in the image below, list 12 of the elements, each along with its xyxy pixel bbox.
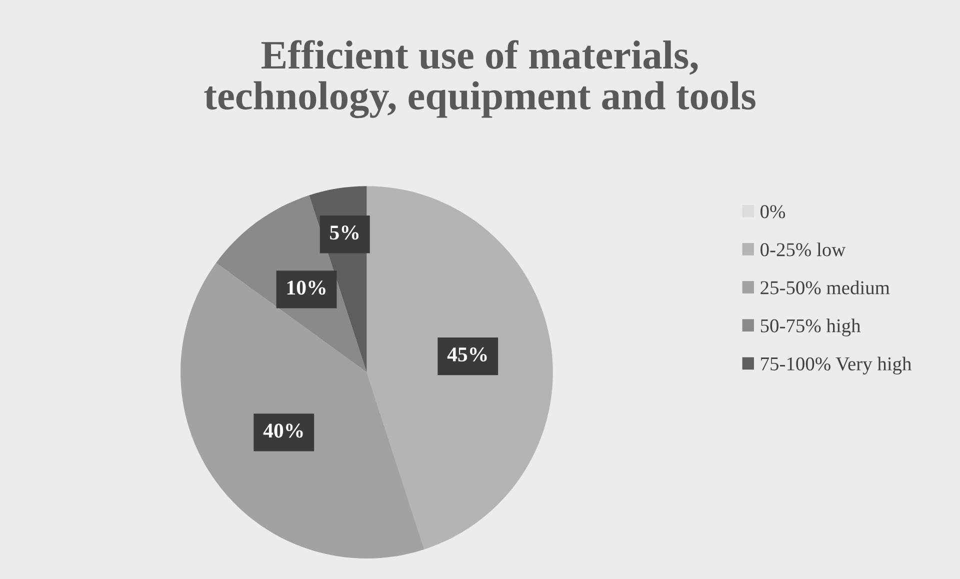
legend-label: 25-50% medium (760, 280, 890, 294)
data-label: 40% (263, 424, 303, 438)
pie-slice (366, 186, 553, 550)
legend-label: 50-75% high (760, 318, 861, 336)
data-label: 45% (447, 347, 487, 362)
legend-label: 0-25% low (760, 242, 846, 256)
legend-label: 75-100% Very high (761, 356, 912, 374)
legend-label: 0% (760, 205, 786, 218)
data-label: 5% (330, 226, 359, 240)
pie-slice (180, 262, 424, 558)
chart-title: Efficient use of materials, technology, equipment and tools (204, 40, 756, 118)
data-label: 10% (287, 280, 326, 295)
